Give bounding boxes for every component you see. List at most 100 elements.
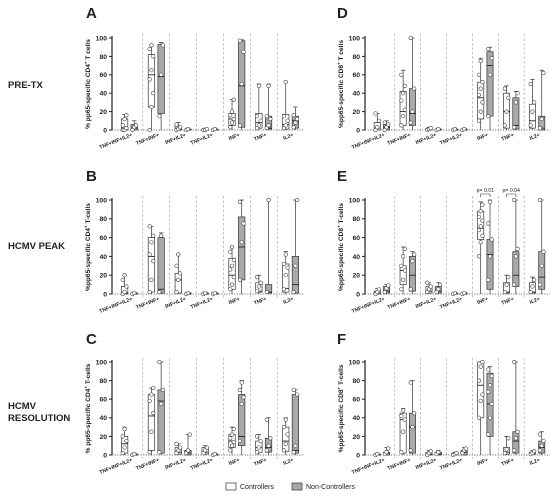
y-axis-label: % pp65-specific CD4+ T-cells xyxy=(84,363,93,453)
box-controllers xyxy=(502,85,511,130)
y-tick-label: 0 xyxy=(356,127,360,134)
box-controllers xyxy=(502,436,511,456)
box-non-controllers xyxy=(157,359,166,455)
data-point xyxy=(476,72,482,77)
y-axis-label: %pp65-specific CD8+ T-cells xyxy=(337,364,346,452)
data-point xyxy=(124,438,129,444)
box-controllers xyxy=(451,451,459,458)
category-group: TNF+IL2+ xyxy=(439,196,473,311)
data-point xyxy=(283,441,288,446)
data-point xyxy=(149,240,154,245)
box-non-controllers xyxy=(408,251,417,294)
data-point xyxy=(402,83,407,88)
data-point xyxy=(504,447,509,452)
box-controllers xyxy=(281,251,290,294)
data-point xyxy=(486,221,491,226)
data-point xyxy=(402,417,407,422)
data-point xyxy=(281,287,287,292)
box-non-controllers xyxy=(382,283,391,295)
data-point xyxy=(487,383,493,388)
y-tick-label: 40 xyxy=(99,415,107,422)
y-tick-label: 80 xyxy=(99,54,107,61)
data-point xyxy=(408,287,413,292)
box-non-controllers xyxy=(512,197,520,294)
data-point xyxy=(291,290,296,295)
row-label: PRE-TX xyxy=(8,80,44,91)
data-point xyxy=(386,122,391,127)
box-non-controllers xyxy=(237,199,246,294)
box-non-controllers xyxy=(264,417,273,455)
data-point xyxy=(229,432,235,437)
data-point xyxy=(266,197,271,203)
data-point xyxy=(291,450,296,455)
box-non-controllers xyxy=(537,431,546,455)
category-group: IL2+ xyxy=(281,387,300,467)
box xyxy=(238,216,246,281)
data-point xyxy=(537,432,543,437)
category-label: TNF+INF+ xyxy=(387,296,412,311)
box-controllers xyxy=(147,224,156,295)
data-point xyxy=(204,445,210,450)
category-group: TNF+ xyxy=(253,358,278,468)
box-non-controllers xyxy=(460,446,468,456)
data-point xyxy=(436,450,441,455)
data-point xyxy=(386,446,391,451)
panel-b: B 0 20 40 60 80 100%pp65-specific CD4+ T-cells… xyxy=(84,168,304,315)
box-controllers xyxy=(174,252,183,295)
data-point xyxy=(539,263,544,268)
data-point xyxy=(258,280,263,285)
data-point xyxy=(502,123,507,128)
data-point xyxy=(541,249,546,254)
data-point xyxy=(204,126,210,132)
box xyxy=(408,412,416,454)
y-axis-label: %pp65-specific CD4+ T-cells xyxy=(84,203,93,291)
box-non-controllers xyxy=(210,451,219,458)
data-point xyxy=(187,432,192,437)
y-tick-label: 60 xyxy=(99,72,107,79)
data-point xyxy=(266,443,271,448)
data-point xyxy=(147,398,152,404)
data-point xyxy=(160,43,166,48)
category-group: INF+ xyxy=(228,34,251,142)
box-non-controllers xyxy=(434,450,442,457)
box xyxy=(147,237,156,293)
data-point xyxy=(151,54,156,59)
data-point xyxy=(147,252,152,257)
data-point xyxy=(268,116,273,122)
data-point xyxy=(399,287,404,292)
data-point xyxy=(239,240,244,245)
category-group: TNF+IL2+ xyxy=(190,34,224,147)
data-point xyxy=(487,415,493,420)
data-point xyxy=(151,411,156,416)
data-point xyxy=(147,77,152,82)
box xyxy=(282,426,290,452)
box-controllers xyxy=(399,408,407,455)
data-point xyxy=(502,290,507,295)
box-non-controllers xyxy=(291,197,300,295)
data-point xyxy=(174,263,179,268)
box-controllers xyxy=(451,290,459,297)
box-controllers xyxy=(228,97,236,130)
data-point xyxy=(478,209,483,214)
data-point xyxy=(283,80,288,85)
data-point xyxy=(149,43,154,48)
y-tick-label: 80 xyxy=(352,216,360,223)
category-group: TNF+ xyxy=(253,34,278,143)
box xyxy=(477,361,485,419)
data-point xyxy=(295,197,300,203)
box-controllers xyxy=(120,426,129,456)
data-point xyxy=(399,450,404,455)
data-point xyxy=(513,254,518,259)
legend-swatch-controllers xyxy=(225,482,237,491)
category-group: INF+ xyxy=(228,196,251,306)
box-non-controllers xyxy=(157,232,165,295)
data-point xyxy=(384,450,389,455)
y-tick-label: 20 xyxy=(352,434,360,441)
data-point xyxy=(480,80,485,85)
y-tick-label: 20 xyxy=(99,273,107,280)
data-point xyxy=(515,91,520,96)
data-point xyxy=(266,123,271,128)
y-tick-label: 80 xyxy=(352,378,360,385)
